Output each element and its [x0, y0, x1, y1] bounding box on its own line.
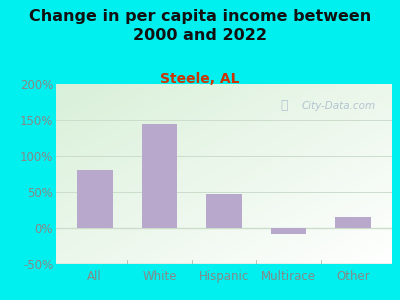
Text: Change in per capita income between
2000 and 2022: Change in per capita income between 2000… [29, 9, 371, 43]
Bar [77, 170, 112, 228]
Bar [206, 194, 242, 228]
Bar [271, 228, 306, 234]
Bar [336, 217, 371, 228]
Text: City-Data.com: City-Data.com [301, 100, 376, 111]
Text: Steele, AL: Steele, AL [160, 72, 240, 86]
Text: ⓘ: ⓘ [281, 99, 288, 112]
Bar [142, 124, 177, 228]
